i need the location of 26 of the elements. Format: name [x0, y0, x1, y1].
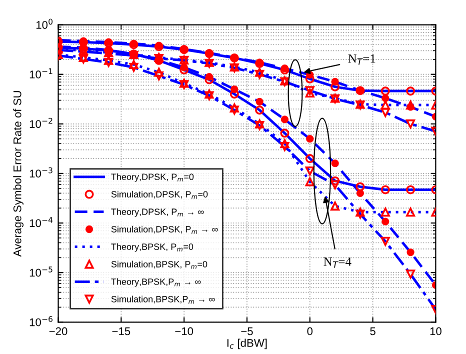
x-axis-title: I$_{c}$ [dBW] [227, 338, 267, 350]
legend-label: Theory,DPSK, P$_{m}$ → ∞ [111, 208, 204, 217]
x-tick-label: −10 [175, 327, 194, 336]
y-tick-label: 10$^{−6}$ [30, 316, 52, 326]
annotation: N$_{T}$=4 [324, 257, 352, 268]
legend-label: Theory,BPSK,P$_{m}$ → ∞ [111, 278, 201, 287]
y-tick-label: 10$^{0}$ [36, 18, 53, 29]
y-tick-label: 10$^{−3}$ [30, 167, 52, 178]
legend-label: Simulation,DPSK, P$_{m}$=0 [111, 190, 208, 199]
annotation: N$_{T}$=1 [348, 54, 376, 65]
legend-label: Simulation,DPSK, P$_{m}$ → ∞ [111, 226, 218, 234]
legend-label: Theory,DPSK, P$_{m}$=0 [111, 173, 194, 182]
y-tick-label: 10$^{−5}$ [30, 266, 52, 277]
y-tick-label: 10$^{−4}$ [30, 217, 53, 228]
y-axis-title: Average Symbol Error Rate of SU [13, 91, 24, 257]
x-tick-label: 10 [430, 327, 442, 336]
x-tick-label: −20 [49, 327, 68, 336]
y-tick-label: 10$^{−2}$ [30, 118, 52, 128]
x-tick-label: 0 [307, 327, 313, 336]
legend-label: Simulation,BPSK,P$_{m}$ → ∞ [111, 296, 215, 304]
legend-label: Theory,BPSK, P$_{m}$=0 [111, 243, 194, 252]
x-tick-label: −15 [112, 327, 130, 336]
x-tick-label: −5 [241, 327, 253, 336]
y-tick-label: 10$^{−1}$ [30, 68, 52, 78]
legend-label: Simulation,BPSK, P$_{m}$=0 [111, 260, 208, 269]
x-tick-label: 5 [370, 327, 376, 336]
